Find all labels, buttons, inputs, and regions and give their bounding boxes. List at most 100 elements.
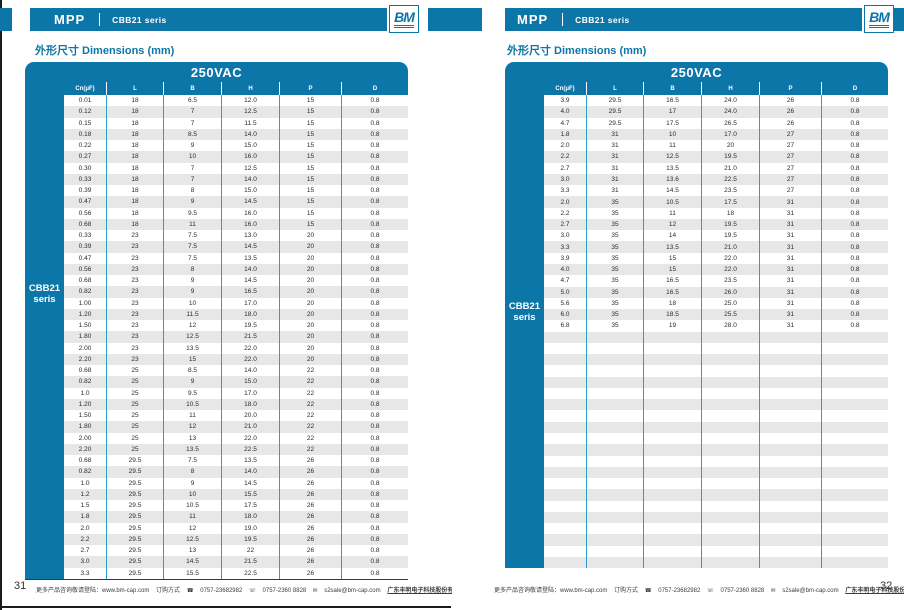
table-cell: 18 xyxy=(106,95,163,107)
table-cell: 26 xyxy=(279,545,341,557)
table-row: 0.39 23 7.5 14.5 20 0.8 xyxy=(64,241,408,253)
table-row: 2.20 25 13.5 22.5 22 0.8 xyxy=(64,443,408,455)
table-cell: 26 xyxy=(279,567,341,579)
table-cell: 2.0 xyxy=(560,142,570,150)
footer-info: 更多产品咨询敬请登陆：www.bm-cap.com xyxy=(494,588,608,594)
table-cell: 1.0 xyxy=(80,479,90,487)
col-header-p: P xyxy=(279,82,341,95)
table-cell: 0.33 xyxy=(78,232,92,240)
header-bar-stub-left xyxy=(452,8,482,31)
table-cell xyxy=(643,466,701,479)
table-cell: 12.5 xyxy=(163,533,221,545)
bm-logo: BM xyxy=(389,5,419,33)
table-cell xyxy=(544,433,586,444)
table-cell: 12 xyxy=(643,218,701,231)
table-cell: 1.0 xyxy=(80,389,90,397)
table-cell: 14.5 xyxy=(221,196,279,208)
table-cell: 31 xyxy=(759,275,821,287)
table-cell xyxy=(586,466,643,479)
table-cell: 15 xyxy=(279,128,341,140)
table-row xyxy=(544,489,888,501)
footer-contact-line: 更多产品咨询敬请登陆：www.bm-cap.com 订购方式 ☎ 0757-23… xyxy=(36,585,476,594)
table-cell: 15 xyxy=(279,140,341,152)
header-bar: MPP CBB21 seris xyxy=(505,8,862,31)
table-row xyxy=(544,455,888,467)
table-cell: 13.5 xyxy=(221,455,279,467)
table-cell: 12.0 xyxy=(221,95,279,107)
table-cell: 14.0 xyxy=(221,173,279,185)
table-cell: 11.5 xyxy=(221,117,279,129)
table-row: 2.20 23 15 22.0 20 0.8 xyxy=(64,353,408,365)
table-cell: 19.5 xyxy=(221,320,279,332)
table-cell xyxy=(701,399,759,411)
table-cell: 20 xyxy=(279,252,341,264)
table-cell: 0.8 xyxy=(341,297,408,309)
table-cell xyxy=(759,365,821,377)
table-cell xyxy=(544,377,586,388)
table-cell xyxy=(701,500,759,512)
table-cell: 22.5 xyxy=(701,173,759,186)
footer-order-label: 订购方式 xyxy=(156,588,181,594)
table-cell: 0.8 xyxy=(821,117,888,129)
table-row: 1.8 31 10 17.0 27 0.8 xyxy=(544,128,888,141)
table-cell: 15 xyxy=(279,173,341,185)
table-cell: 2.0 xyxy=(80,524,90,532)
table-row xyxy=(544,534,888,546)
table-cell xyxy=(586,421,643,433)
table-cell: 20 xyxy=(279,320,341,332)
col-header-b: B xyxy=(643,82,701,95)
table-cell: 31 xyxy=(759,218,821,231)
footer-info: 更多产品咨询敬请登陆：www.bm-cap.com xyxy=(36,588,150,594)
table-cell xyxy=(759,432,821,445)
table-cell xyxy=(643,534,701,546)
table-header-row: Cn(μF) L B H P D xyxy=(544,82,888,95)
table-cell: 9 xyxy=(163,275,221,287)
table-cell: 22.0 xyxy=(221,342,279,354)
table-cell: 10.5 xyxy=(163,500,221,512)
table-cell xyxy=(759,466,821,479)
table-cell: 20 xyxy=(279,308,341,320)
table-cell: 0.8 xyxy=(341,376,408,388)
table-row: 6.8 35 19 28.0 31 0.8 xyxy=(544,320,888,332)
header-bar: MPP CBB21 seris xyxy=(30,8,387,31)
table-cell: 2.00 xyxy=(78,344,92,352)
table-row: 0.18 18 8.5 14.0 15 0.8 xyxy=(64,128,408,140)
series-sidebar-label: CBB21 seris xyxy=(28,283,61,305)
table-cell: 15 xyxy=(279,218,341,230)
col-header-l: L xyxy=(106,82,163,95)
table-cell: 18 xyxy=(106,196,163,208)
table-cell xyxy=(544,388,586,399)
col-header-cn: Cn(μF) xyxy=(64,82,106,95)
table-cell: 21.0 xyxy=(701,241,759,253)
table-cell xyxy=(586,444,643,456)
table-cell: 0.8 xyxy=(341,410,408,422)
table-cell: 16.5 xyxy=(643,275,701,287)
table-cell: 0.82 xyxy=(78,468,92,476)
table-cell xyxy=(544,478,586,489)
table-cell: 0.8 xyxy=(341,511,408,523)
table-cell: 3.3 xyxy=(560,187,570,195)
table-cell: 11 xyxy=(163,511,221,523)
table-cell: 0.8 xyxy=(341,196,408,208)
table-row xyxy=(544,500,888,512)
table-cell: 2.00 xyxy=(78,434,92,442)
table-cell: 35 xyxy=(586,286,643,298)
table-cell xyxy=(821,478,888,490)
table-cell: 3.9 xyxy=(560,97,570,105)
series-sidebar xyxy=(25,82,64,579)
table-cell: 0.8 xyxy=(821,252,888,264)
table-cell: 17.0 xyxy=(701,128,759,141)
table-cell xyxy=(701,444,759,456)
table-cell: 31 xyxy=(586,151,643,163)
table-cell: 25.5 xyxy=(701,309,759,321)
table-cell: 12.5 xyxy=(643,151,701,163)
table-cell: 29.5 xyxy=(586,95,643,107)
table-row: 3.3 31 14.5 23.5 27 0.8 xyxy=(544,185,888,197)
table-columns-area: Cn(μF) L B H P D 0.01 18 6.5 12.0 15 0.8 0.12 1… xyxy=(64,82,408,579)
table-row: 1.20 23 11.5 18.0 20 0.8 xyxy=(64,308,408,320)
table-cell: 16.5 xyxy=(643,95,701,107)
table-cell: 18.0 xyxy=(221,308,279,320)
table-cell: 0.8 xyxy=(341,398,408,410)
table-cell: 24.0 xyxy=(701,95,759,107)
page-31: MPP CBB21 seris BM 外形尺寸 Dimensions (mm) … xyxy=(0,0,471,610)
